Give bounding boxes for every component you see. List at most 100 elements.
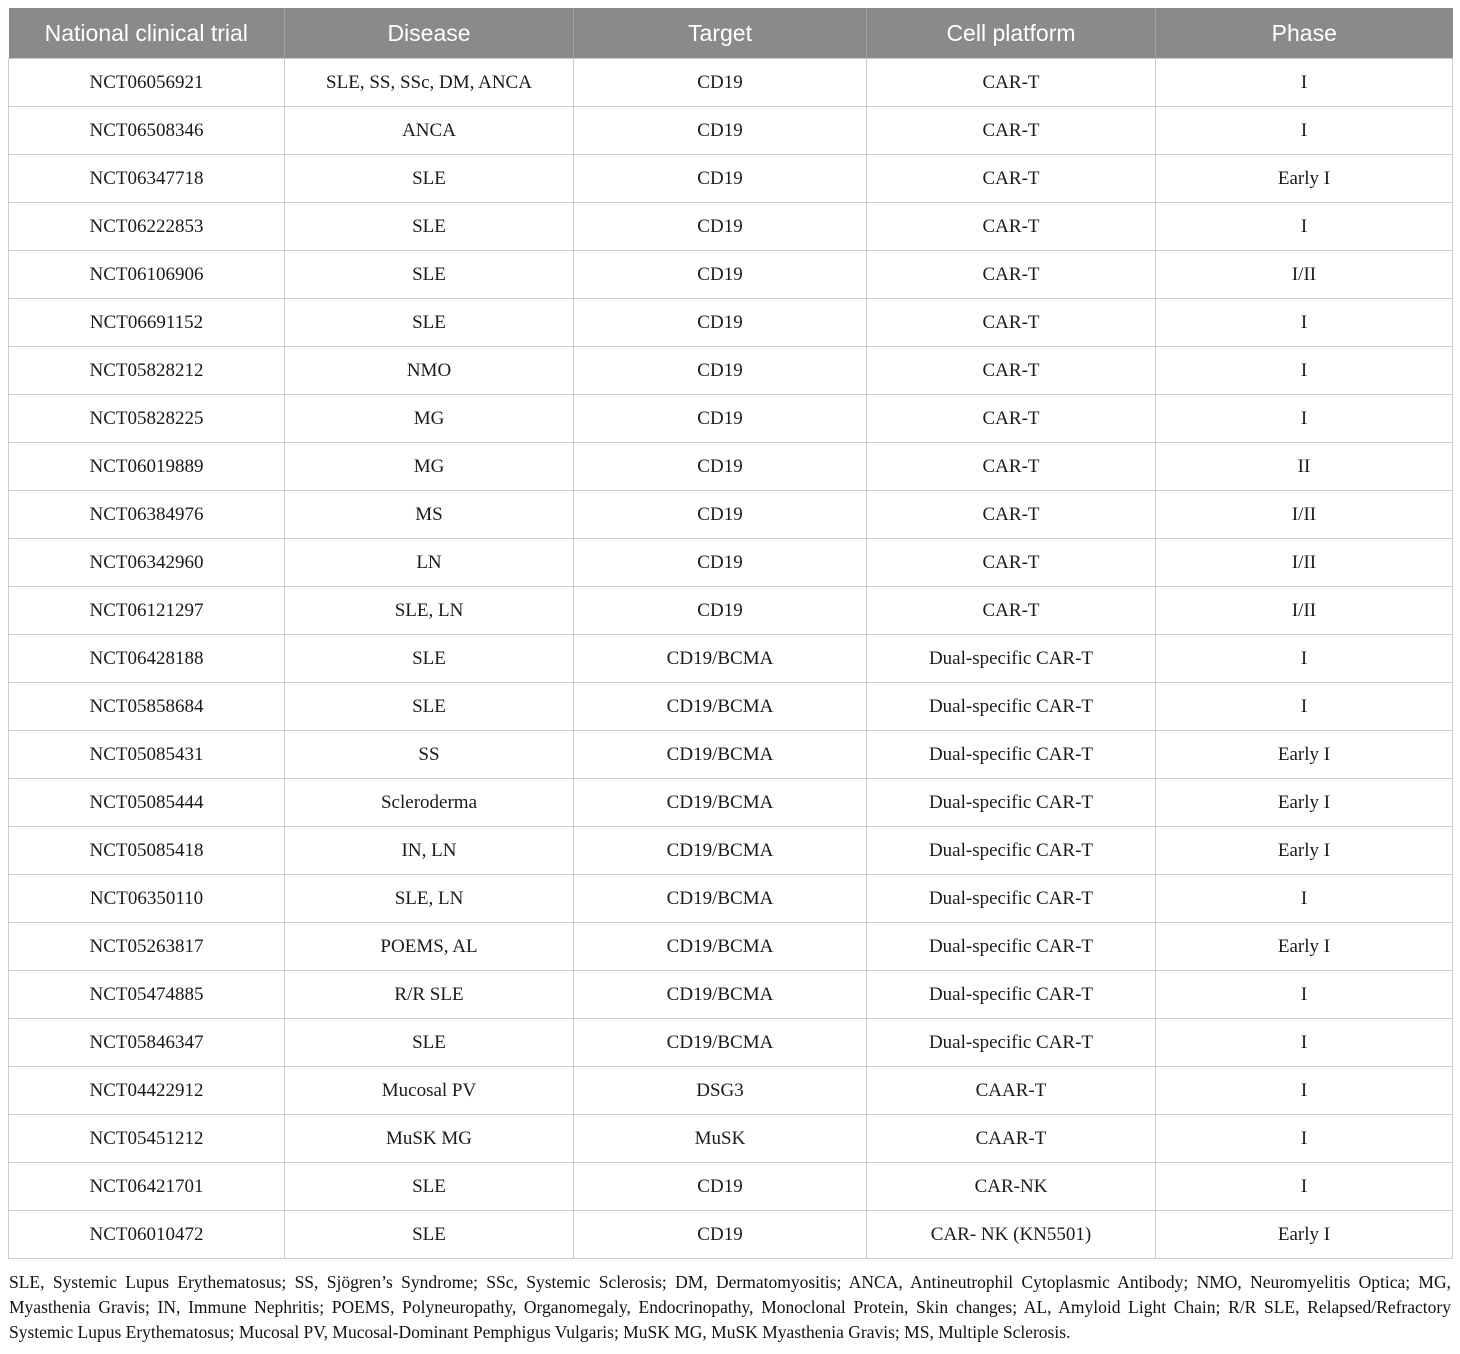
table-cell: I	[1155, 106, 1453, 155]
table-cell: NCT06508346	[8, 106, 285, 155]
table-row: NCT05828212 NMO CD19 CAR-T I	[8, 346, 1453, 395]
table-cell: NCT04422912	[8, 1066, 285, 1115]
table-cell: CAR-T	[866, 154, 1156, 203]
table-cell: Early I	[1155, 778, 1453, 827]
table-cell: CAR- NK (KN5501)	[866, 1210, 1156, 1259]
table-cell: CD19	[573, 394, 867, 443]
table-cell: Dual-specific CAR-T	[866, 634, 1156, 683]
table-cell: POEMS, AL	[284, 922, 574, 971]
table-cell: CAR-T	[866, 346, 1156, 395]
table-cell: Dual-specific CAR-T	[866, 970, 1156, 1019]
table-cell: I	[1155, 634, 1453, 683]
table-cell: CD19/BCMA	[573, 682, 867, 731]
table-cell: I	[1155, 874, 1453, 923]
table-cell: SS	[284, 730, 574, 779]
table-cell: I	[1155, 970, 1453, 1019]
table-cell: CD19	[573, 1210, 867, 1259]
table-header-row: National clinical trial Disease Target Cell…	[8, 8, 1453, 59]
column-header-cell-platform: Cell platform	[866, 8, 1156, 59]
table-cell: NCT06428188	[8, 634, 285, 683]
table-cell: CD19/BCMA	[573, 874, 867, 923]
table-cell: SLE	[284, 1018, 574, 1067]
clinical-trials-table: National clinical trial Disease Target Cell…	[8, 8, 1453, 1259]
table-footnote: SLE, Systemic Lupus Erythematosus; SS, S…	[9, 1272, 1451, 1342]
table-cell: NCT05263817	[8, 922, 285, 971]
table-row: NCT06106906 SLE CD19 CAR-T I/II	[8, 250, 1453, 299]
table-cell: CD19	[573, 106, 867, 155]
table-cell: Dual-specific CAR-T	[866, 1018, 1156, 1067]
table-cell: NCT06384976	[8, 490, 285, 539]
table-cell: NCT05858684	[8, 682, 285, 731]
table-cell: MS	[284, 490, 574, 539]
column-header-national-clinical-trial: National clinical trial	[8, 8, 285, 59]
table-row: NCT06384976 MS CD19 CAR-T I/II	[8, 490, 1453, 539]
table-cell: NCT05085431	[8, 730, 285, 779]
table-cell: SLE	[284, 1210, 574, 1259]
table-cell: SLE	[284, 298, 574, 347]
table-row: NCT06121297 SLE, LN CD19 CAR-T I/II	[8, 586, 1453, 635]
table-cell: Early I	[1155, 826, 1453, 875]
table-cell: Dual-specific CAR-T	[866, 922, 1156, 971]
table-cell: I/II	[1155, 586, 1453, 635]
table-cell: CD19/BCMA	[573, 730, 867, 779]
table-cell: I	[1155, 1066, 1453, 1115]
table-cell: CD19	[573, 1162, 867, 1211]
table-cell: CAR-T	[866, 538, 1156, 587]
table-row: NCT06010472 SLE CD19 CAR- NK (KN5501) Early …	[8, 1210, 1453, 1259]
table-cell: R/R SLE	[284, 970, 574, 1019]
table-cell: CAR-T	[866, 442, 1156, 491]
table-cell: CD19/BCMA	[573, 778, 867, 827]
table-cell: LN	[284, 538, 574, 587]
table-cell: CAR-T	[866, 490, 1156, 539]
table-cell: Dual-specific CAR-T	[866, 730, 1156, 779]
table-cell: MG	[284, 442, 574, 491]
table-cell: NCT05451212	[8, 1114, 285, 1163]
table-cell: SLE	[284, 154, 574, 203]
table-cell: NCT06010472	[8, 1210, 285, 1259]
table-cell: MuSK MG	[284, 1114, 574, 1163]
table-row: NCT05263817 POEMS, AL CD19/BCMA Dual-specif…	[8, 922, 1453, 971]
table-cell: Early I	[1155, 1210, 1453, 1259]
table-row: NCT05451212 MuSK MG MuSK CAAR-T I	[8, 1114, 1453, 1163]
table-cell: Scleroderma	[284, 778, 574, 827]
table-cell: CAAR-T	[866, 1066, 1156, 1115]
table-cell: CD19	[573, 298, 867, 347]
table-cell: SLE	[284, 634, 574, 683]
table-cell: NCT06342960	[8, 538, 285, 587]
table-cell: NCT06421701	[8, 1162, 285, 1211]
table-cell: NCT05828225	[8, 394, 285, 443]
table-row: NCT06421701 SLE CD19 CAR-NK I	[8, 1162, 1453, 1211]
table-cell: Mucosal PV	[284, 1066, 574, 1115]
column-header-phase: Phase	[1155, 8, 1453, 59]
table-row: NCT06350110 SLE, LN CD19/BCMA Dual-specific…	[8, 874, 1453, 923]
table-row: NCT05085444 Scleroderma CD19/BCMA Dual-spec…	[8, 778, 1453, 827]
table-cell: CD19	[573, 346, 867, 395]
table-cell: Dual-specific CAR-T	[866, 778, 1156, 827]
table-cell: NCT06347718	[8, 154, 285, 203]
table-cell: CD19	[573, 490, 867, 539]
table-cell: Dual-specific CAR-T	[866, 682, 1156, 731]
table-cell: CD19/BCMA	[573, 1018, 867, 1067]
table-row: NCT06691152 SLE CD19 CAR-T I	[8, 298, 1453, 347]
table-cell: CD19/BCMA	[573, 826, 867, 875]
table-row: NCT06056921 SLE, SS, SSc, DM, ANCA CD19 CAR…	[8, 58, 1453, 107]
table-cell: SLE, SS, SSc, DM, ANCA	[284, 58, 574, 107]
table-cell: SLE, LN	[284, 586, 574, 635]
table-cell: I	[1155, 202, 1453, 251]
table-cell: NCT05085418	[8, 826, 285, 875]
table-cell: CAAR-T	[866, 1114, 1156, 1163]
table-cell: CAR-T	[866, 586, 1156, 635]
table-row: NCT06347718 SLE CD19 CAR-T Early I	[8, 154, 1453, 203]
table-cell: SLE, LN	[284, 874, 574, 923]
table-cell: Dual-specific CAR-T	[866, 826, 1156, 875]
table-row: NCT05474885 R/R SLE CD19/BCMA Dual-specific…	[8, 970, 1453, 1019]
table-cell: CD19	[573, 442, 867, 491]
table-row: NCT06428188 SLE CD19/BCMA Dual-specific CAR…	[8, 634, 1453, 683]
table-cell: Dual-specific CAR-T	[866, 874, 1156, 923]
column-header-disease: Disease	[284, 8, 574, 59]
table-cell: NCT05085444	[8, 778, 285, 827]
table-cell: CAR-T	[866, 394, 1156, 443]
table-row: NCT05085431 SS CD19/BCMA Dual-specific CAR-…	[8, 730, 1453, 779]
table-cell: NCT05474885	[8, 970, 285, 1019]
